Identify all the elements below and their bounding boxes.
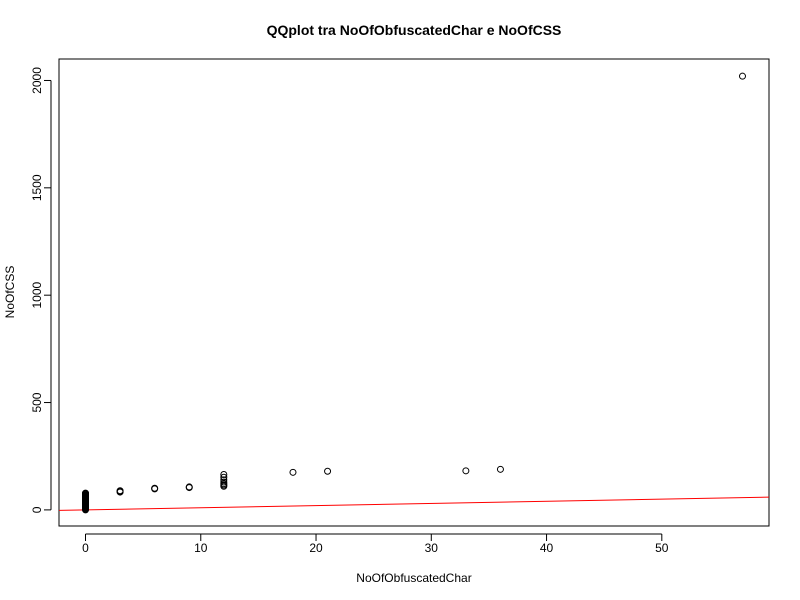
y-tick-label: 1000 xyxy=(30,282,44,309)
x-axis: 0 10 20 30 40 50 xyxy=(82,533,669,555)
x-axis-label: NoOfObfuscatedChar xyxy=(356,571,471,585)
x-tick-label: 40 xyxy=(540,541,554,555)
data-point xyxy=(185,483,193,491)
x-tick-label: 10 xyxy=(194,541,208,555)
x-tick-label: 50 xyxy=(655,541,669,555)
data-point xyxy=(462,467,470,475)
y-axis-label: NoOfCSS xyxy=(3,266,17,319)
data-point xyxy=(220,476,228,484)
data-point xyxy=(220,478,228,486)
data-point xyxy=(220,470,228,478)
plot-box xyxy=(58,58,770,527)
data-point xyxy=(82,489,90,497)
data-point xyxy=(738,72,746,80)
y-tick-label: 500 xyxy=(30,392,44,412)
data-point xyxy=(151,484,159,492)
data-points xyxy=(82,72,746,514)
x-tick-label: 0 xyxy=(82,541,89,555)
data-point xyxy=(220,473,228,481)
qq-reference-line xyxy=(58,496,770,511)
x-tick-label: 20 xyxy=(309,541,323,555)
data-point xyxy=(116,487,124,495)
y-tick-label: 1500 xyxy=(30,174,44,201)
y-axis: 0 500 1000 1500 2000 xyxy=(30,67,52,513)
y-tick-label: 2000 xyxy=(30,67,44,94)
data-point xyxy=(289,468,297,476)
y-tick-label: 0 xyxy=(30,506,44,513)
x-tick-label: 30 xyxy=(425,541,439,555)
data-point xyxy=(324,467,332,475)
chart-title: QQplot tra NoOfObfuscatedChar e NoOfCSS xyxy=(267,22,562,38)
data-point xyxy=(496,465,504,473)
reference-line-layer xyxy=(58,496,770,511)
